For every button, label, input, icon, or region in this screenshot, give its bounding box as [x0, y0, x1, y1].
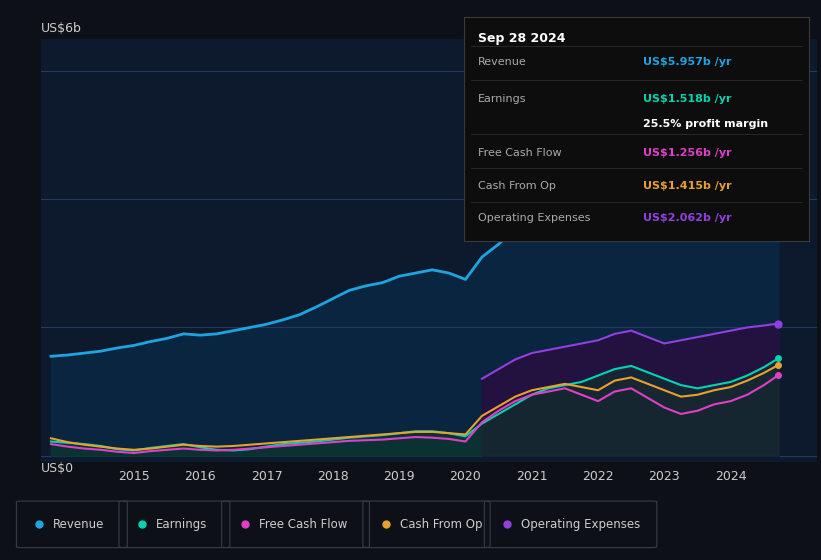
Text: Revenue: Revenue: [478, 57, 526, 67]
Text: Operating Expenses: Operating Expenses: [478, 213, 590, 223]
Text: Cash From Op: Cash From Op: [478, 181, 556, 191]
Text: Sep 28 2024: Sep 28 2024: [478, 32, 565, 45]
Text: US$0: US$0: [41, 463, 74, 475]
Text: US$5.957b /yr: US$5.957b /yr: [643, 57, 732, 67]
Text: US$1.256b /yr: US$1.256b /yr: [643, 148, 732, 158]
Text: Cash From Op: Cash From Op: [400, 518, 482, 531]
Text: Revenue: Revenue: [53, 518, 105, 531]
Text: US$1.415b /yr: US$1.415b /yr: [643, 181, 732, 191]
Text: Earnings: Earnings: [156, 518, 208, 531]
Text: Earnings: Earnings: [478, 94, 526, 104]
Text: Free Cash Flow: Free Cash Flow: [259, 518, 347, 531]
Text: 25.5% profit margin: 25.5% profit margin: [643, 119, 768, 129]
Text: US$1.518b /yr: US$1.518b /yr: [643, 94, 732, 104]
Text: Operating Expenses: Operating Expenses: [521, 518, 640, 531]
Text: Free Cash Flow: Free Cash Flow: [478, 148, 562, 158]
Text: US$2.062b /yr: US$2.062b /yr: [643, 213, 732, 223]
Text: US$6b: US$6b: [41, 22, 82, 35]
